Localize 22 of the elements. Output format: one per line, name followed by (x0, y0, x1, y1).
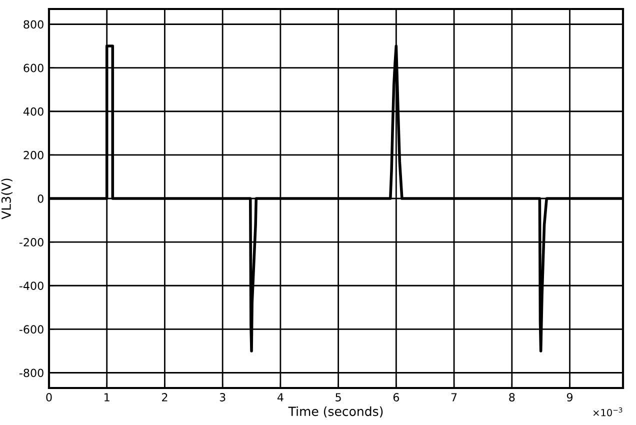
x-tick-label: 9 (566, 393, 573, 402)
x-axis-title: Time (seconds) (288, 406, 383, 418)
y-tick-label: 0 (38, 194, 44, 203)
text: ×10$^{−3}$ (593, 407, 622, 416)
x-tick-label: 1 (104, 393, 110, 402)
x-tick-label: 3 (220, 393, 226, 402)
y-tick-label: -200 (19, 238, 44, 246)
y-tick-label: 400 (23, 107, 44, 116)
x-tick-label: 4 (277, 393, 284, 402)
x-tick-label: 5 (336, 393, 341, 402)
y-tick-label: 800 (24, 20, 44, 29)
y-tick-label: -800 (19, 368, 44, 378)
y-axis-title: VL3(V) (1, 178, 12, 220)
y-tick-label: 600 (24, 64, 44, 72)
x-tick-label: 8 (509, 393, 515, 402)
x-tick-label: 2 (162, 393, 168, 402)
y-tick-label: 200 (24, 150, 44, 160)
x-tick-label: 6 (393, 393, 400, 402)
y-tick-label: -600 (19, 325, 44, 334)
x-tick-label: 7 (451, 393, 457, 402)
y-tick-label: -400 (19, 282, 44, 290)
x-tick-label: 0 (46, 393, 52, 402)
